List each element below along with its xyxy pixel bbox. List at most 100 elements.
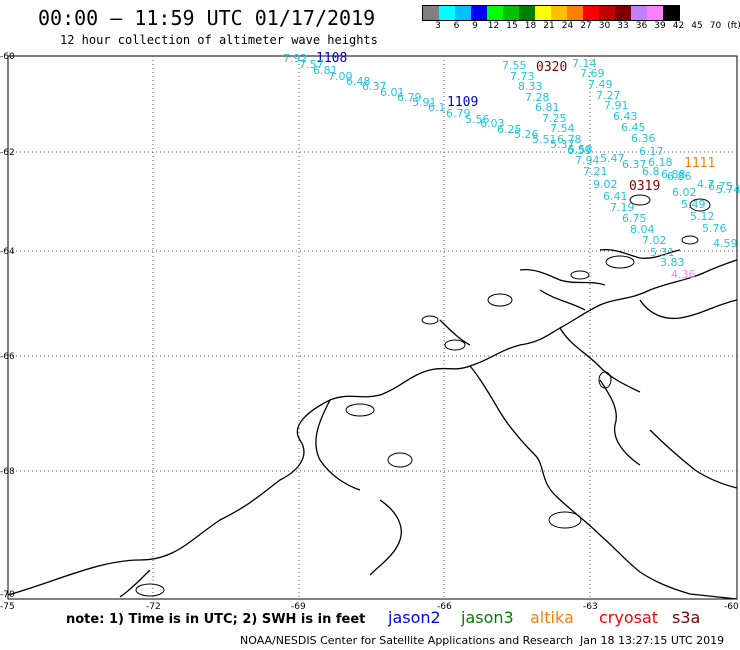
swh-value: 7.57 xyxy=(299,58,324,71)
swh-value: 7.00 xyxy=(328,70,353,83)
coastline xyxy=(7,248,738,600)
colorbar-label: 70 xyxy=(709,21,722,31)
colorbar-swatch xyxy=(599,6,615,20)
swh-value: 6.18 xyxy=(648,156,673,169)
swh-value: 7.19 xyxy=(610,201,635,214)
swh-value: 6.41 xyxy=(603,190,628,203)
lat-label: -60 xyxy=(0,52,15,62)
swh-value: 6.37 xyxy=(622,158,647,171)
swh-value: 6.81 xyxy=(313,64,338,77)
islands xyxy=(135,194,711,597)
swh-value: 7.73 xyxy=(510,70,535,83)
swh-value: 6.1 xyxy=(428,101,446,114)
lat-label: -68 xyxy=(0,467,15,477)
legend-cryosat: cryosat xyxy=(599,608,659,627)
swh-value: 7.14 xyxy=(572,57,597,70)
swh-value: 7.25 xyxy=(542,112,567,125)
swh-value: 6.01 xyxy=(380,86,405,99)
lat-label: -70 xyxy=(0,590,15,600)
colorbar-swatch xyxy=(631,6,647,20)
map-subtitle: 12 hour collection of altimeter wave hei… xyxy=(60,33,378,47)
graticule xyxy=(8,56,737,599)
colorbar-label: 30 xyxy=(598,21,611,31)
colorbar-label: 42 xyxy=(672,21,685,31)
colorbar-swatch xyxy=(487,6,503,20)
swh-value: 6.75 xyxy=(708,180,733,193)
swh-value: 6.79 xyxy=(446,107,471,120)
swh-value: 5.37 xyxy=(550,138,575,151)
lat-label: -62 xyxy=(0,148,15,158)
lon-label: -75 xyxy=(0,602,15,612)
pass-labels: 1108 1109 0320 0319 1111 xyxy=(316,51,715,194)
swh-value: 7.02 xyxy=(642,234,667,247)
colorbar-swatch xyxy=(567,6,583,20)
swh-value: 4.36 xyxy=(671,268,696,281)
lon-label: -63 xyxy=(583,602,598,612)
swh-value: 7.49 xyxy=(588,78,613,91)
pass-label-1109: 1109 xyxy=(447,95,478,110)
colorbar-label: 12 xyxy=(487,21,500,31)
swh-value: 7.28 xyxy=(525,91,550,104)
swh-value: 7.54 xyxy=(550,122,575,135)
colorbar-swatch xyxy=(647,6,663,20)
swh-value: 5.26 xyxy=(514,128,539,141)
lat-label: -66 xyxy=(0,352,15,362)
footer-timestamp: Jan 18 13:27:15 UTC 2019 xyxy=(580,634,725,647)
swh-value: 8.04 xyxy=(630,223,655,236)
colorbar-labels: 3 6 9 12 15 18 21 24 27 30 33 36 39 42 45 70 (ft) xyxy=(422,21,740,33)
swh-value: 6.25 xyxy=(497,123,522,136)
legend-jason3: jason3 xyxy=(461,608,514,627)
swh-value: 7.27 xyxy=(596,89,621,102)
axis-labels: -60 -62 -64 -66 -68 -70 -75 -72 -69 -66 … xyxy=(0,52,739,612)
swh-value: 7.91 xyxy=(604,99,629,112)
lon-label: -72 xyxy=(146,602,161,612)
colorbar-swatch xyxy=(519,6,535,20)
swh-value: 5.74 xyxy=(716,183,740,196)
swh-value: 7.21 xyxy=(583,165,608,178)
swh-value: 6.48 xyxy=(346,75,371,88)
swh-values: 7.92 7.57 6.81 7.00 6.48 6.37 6.01 6.79 … xyxy=(283,52,740,281)
colorbar-label: (ft) xyxy=(727,21,740,31)
map-title: 00:00 – 11:59 UTC 01/17/2019 xyxy=(38,6,376,30)
map-frame xyxy=(7,55,738,600)
legend-jason2: jason2 xyxy=(388,608,441,627)
colorbar-label: 24 xyxy=(561,21,574,31)
lon-label: -60 xyxy=(724,602,739,612)
colorbar-label: 3 xyxy=(435,21,441,31)
swh-value: 6.75 xyxy=(622,212,647,225)
swh-value: 6.37 xyxy=(362,80,387,93)
colorbar-label: 18 xyxy=(524,21,537,31)
swh-value: 7.69 xyxy=(580,67,605,80)
swh-value: 5.56 xyxy=(465,113,490,126)
colorbar-swatch xyxy=(551,6,567,20)
swh-value: 6.81 xyxy=(535,101,560,114)
colorbar-swatch xyxy=(423,6,439,20)
swh-value: 5.31 xyxy=(650,246,675,259)
wave-height-colorbar xyxy=(422,5,680,21)
lon-label: -66 xyxy=(437,602,452,612)
legend-note: note: 1) Time is in UTC; 2) SWH is in fe… xyxy=(66,612,366,627)
colorbar-label: 36 xyxy=(635,21,648,31)
swh-value: 6.59 xyxy=(567,144,592,157)
swh-value: 7.55 xyxy=(502,59,527,72)
swh-value: 5.49 xyxy=(681,198,706,211)
swh-value: 4.59 xyxy=(713,237,738,250)
swh-value: 4.7 xyxy=(697,178,715,191)
colorbar-label: 9 xyxy=(472,21,478,31)
lat-label: -64 xyxy=(0,247,15,257)
legend-s3a: s3a xyxy=(672,608,701,627)
colorbar-swatch xyxy=(471,6,487,20)
colorbar-swatch xyxy=(503,6,519,20)
swh-value: 5.47 xyxy=(600,152,625,165)
swh-value: 6.45 xyxy=(621,121,646,134)
swh-value: 6.36 xyxy=(631,132,656,145)
colorbar-label: 21 xyxy=(543,21,555,31)
swh-value: 5.51 xyxy=(532,133,557,146)
colorbar-swatch xyxy=(663,6,679,20)
pass-label-0320: 0320 xyxy=(536,60,567,75)
colorbar-label: 15 xyxy=(506,21,518,31)
colorbar-swatch xyxy=(615,6,631,20)
pass-label-0319: 0319 xyxy=(629,179,660,194)
swh-value: 3.83 xyxy=(660,256,685,269)
